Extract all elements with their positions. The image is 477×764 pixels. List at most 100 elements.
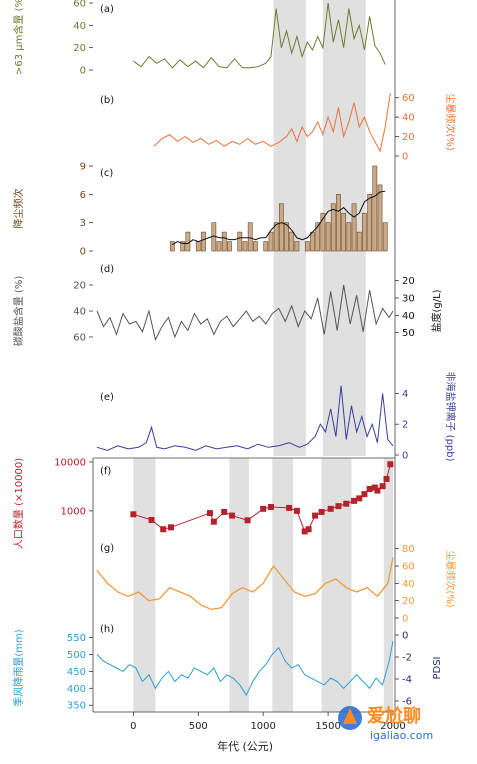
panel-h: (h) 350 400 450 500 550 季风降雨量(mm) -6 -4 -2 0 PDSI [12, 624, 443, 712]
bar-mark [201, 231, 206, 252]
y-tick-label: 1000 [61, 506, 86, 517]
bar-mark [351, 203, 357, 252]
bar-mark [263, 241, 269, 252]
y-tick-label: 2 [402, 420, 408, 431]
x-tick-label: 1000 [250, 721, 275, 732]
bar-mark [195, 241, 201, 252]
y-tick-label: 60 [73, 333, 86, 344]
data-point [361, 491, 368, 498]
right-tick-label: 0 [402, 631, 408, 642]
data-point [383, 475, 390, 482]
bar-mark [278, 203, 284, 252]
x-ticks: 0 500 1000 1500 2000 [130, 712, 406, 732]
shading-band [272, 458, 294, 712]
data-point [351, 497, 358, 504]
right-tick-label: 20 [402, 276, 415, 287]
data-point [168, 524, 174, 531]
y-axis-label-h: 季风降雨量(mm) [12, 629, 25, 706]
bar-mark [253, 241, 258, 252]
y-axis-label-b: 尘暴频次(%) [444, 93, 457, 150]
bar-mark [221, 231, 227, 252]
watermark-url: igaliao.com [370, 729, 433, 742]
bar-mark [294, 241, 300, 252]
data-point [312, 512, 319, 519]
x-tick-label: 0 [130, 721, 136, 732]
y-tick-label: 4 [402, 389, 408, 400]
y-axis-label-e: 非海盐钾离子 (ppb) [444, 371, 457, 461]
shading-band [133, 458, 156, 712]
y-tick-label: 20 [73, 281, 86, 292]
y-tick-label: 60 [402, 93, 415, 104]
bar-mark [247, 222, 253, 252]
y-tick-label: 60 [73, 0, 86, 10]
data-point [379, 483, 386, 490]
y-tick-label: 40 [402, 113, 415, 124]
series-line-b [153, 92, 391, 153]
y-axis-label-f: 人口数量 (×10000) [12, 458, 25, 549]
y-tick-label: 10000 [54, 458, 86, 469]
bar-mark [362, 212, 367, 252]
panel-a: (a) 0 20 40 60 >63 μm含量 (% [12, 0, 386, 77]
y-tick-label: 60 [402, 562, 415, 573]
bar-mark [227, 241, 232, 252]
y-tick-label: 500 [67, 650, 86, 661]
panel-label-f: (f) [100, 466, 111, 477]
data-point [210, 518, 217, 525]
data-point [371, 484, 378, 491]
y-axis-label-g: 尘暴频次(%) [444, 550, 457, 607]
data-point [267, 503, 274, 510]
series-line-h [96, 640, 394, 697]
shading-band [321, 458, 352, 712]
data-point [301, 528, 308, 535]
data-point [160, 526, 167, 533]
bar-mark [346, 222, 352, 252]
y-tick-label: 40 [402, 579, 415, 590]
panel-label-e: (e) [100, 392, 114, 403]
y-tick-label: 550 [67, 633, 86, 644]
y-axis-label-a: >63 μm含量 (% [12, 0, 25, 75]
y-tick-label: 0 [402, 152, 408, 163]
bar-mark [336, 194, 341, 252]
y-tick-label: 6 [80, 190, 86, 201]
y-tick-label: 0 [80, 247, 86, 258]
watermark: 爱尬聊 igaliao.com [338, 705, 433, 742]
right-tick-label: -6 [402, 697, 412, 708]
series-line-f [133, 464, 391, 533]
bar-mark [268, 231, 274, 252]
panel-e: (e) 0 2 4 非海盐钾离子 (ppb) [96, 371, 457, 462]
watermark-text: 爱尬聊 [367, 705, 421, 727]
data-point [387, 461, 394, 468]
y-tick-label: 0 [80, 66, 86, 77]
panel-label-a: (a) [100, 4, 114, 15]
right-axis-label-d: 盐度(g/L) [430, 289, 443, 332]
data-point [318, 508, 325, 515]
bar-mark [216, 241, 222, 252]
y-tick-label: 40 [73, 21, 86, 32]
bar-mark [341, 212, 347, 252]
bar-mark [273, 222, 279, 252]
data-point [148, 516, 155, 523]
series-line-e [96, 385, 394, 451]
data-point [286, 504, 293, 511]
y-tick-label: 20 [73, 43, 86, 54]
shading-band [383, 458, 393, 712]
y-tick-label: 350 [67, 701, 86, 712]
panel-c: (c) 0 3 6 9 降尘频次 [12, 162, 388, 258]
right-tick-label: -4 [402, 675, 412, 686]
y-tick-label: 400 [67, 684, 86, 695]
bar-mark [310, 231, 315, 252]
y-tick-label: 80 [402, 544, 415, 555]
data-point [130, 511, 137, 518]
y-tick-label: 450 [67, 667, 86, 678]
y-axis-label-d: 碳酸盐含量 (%) [12, 276, 25, 347]
panel-b: (b) 0 20 40 60 尘暴频次(%) [100, 92, 457, 163]
bar-mark [356, 231, 362, 252]
data-point [366, 486, 373, 493]
bar-mark [315, 222, 321, 252]
bar-mark [180, 241, 186, 252]
shading-band [229, 458, 249, 712]
y-tick-label: 0 [402, 451, 408, 462]
bar-mark [382, 222, 388, 252]
y-tick-label: 40 [73, 307, 86, 318]
data-point [221, 508, 228, 515]
